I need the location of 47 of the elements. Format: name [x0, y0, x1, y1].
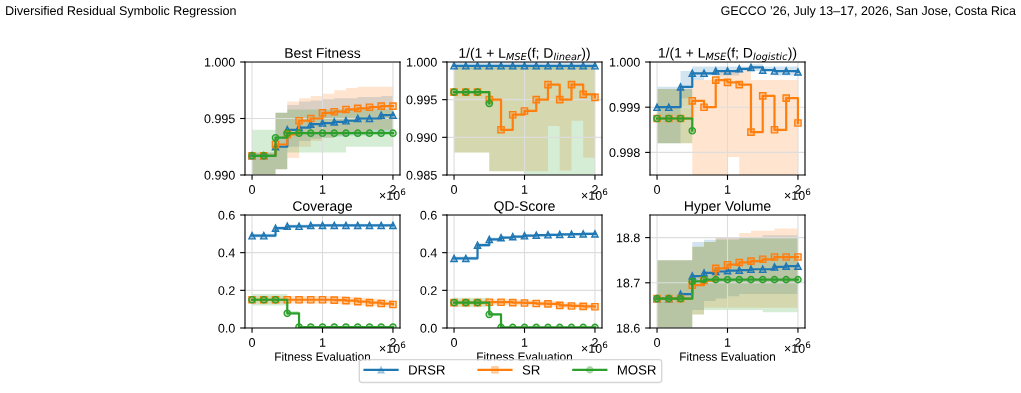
y-tick-label: 0.2 [420, 286, 437, 295]
chart-title: Hyper Volume [685, 200, 771, 214]
x-tick-label: 1 [521, 185, 528, 194]
y-tick-label: 1.000 [204, 57, 235, 67]
x-tick-label: 0 [451, 338, 458, 347]
x-tick-label: 1 [724, 338, 731, 347]
x-tick-label: 1 [319, 185, 326, 194]
y-tick-label: 0.2 [218, 286, 235, 295]
chart-title: 1/(1 + L$_{MSE}$(f; D$_{linear}$)) [459, 47, 590, 61]
y-tick-label: 0.0 [218, 323, 235, 333]
x-axis-title: Fitness Evaluation [275, 352, 370, 361]
y-tick-label: 0.4 [218, 248, 235, 258]
y-tick-label: 0.4 [420, 248, 437, 258]
x-tick-label: 0 [654, 338, 661, 347]
y-tick-label: 1.000 [609, 57, 640, 67]
text: Diversified Residual Symbolic Regression [6, 5, 236, 18]
x-tick-label: 1 [319, 338, 326, 347]
x-tick-label: 1 [521, 338, 528, 347]
x-tick-label: 1 [724, 185, 731, 194]
y-tick-label: 0.6 [218, 210, 235, 220]
y-tick-label: 0.998 [609, 148, 640, 158]
y-tick-label: 18.7 [616, 278, 640, 288]
y-tick-label: 18.8 [616, 233, 640, 243]
y-tick-label: 1.000 [406, 57, 437, 67]
chart-title: Best Fitness [285, 47, 361, 58]
legend-label: MOSR [617, 365, 656, 375]
y-tick-label: 0.990 [406, 133, 437, 142]
text: GECCO ’26, July 13–17, 2026, San Jose, Costa Rica [721, 5, 1016, 18]
y-tick-label: 0.985 [406, 170, 437, 180]
x-tick-label: 0 [249, 338, 256, 347]
chart-title: Coverage [293, 201, 352, 214]
x-axis-title: Fitness Evaluation [680, 352, 775, 361]
x-tick-label: 0 [451, 185, 458, 194]
chart-title: QD-Score [494, 201, 555, 214]
legend-label: DRSR [409, 365, 445, 375]
y-tick-label: 0.6 [420, 210, 437, 220]
x-tick-label: 0 [654, 185, 661, 194]
chart-title: 1/(1 + L$_{MSE}$(f; D$_{logistic}$)) [658, 47, 797, 62]
y-tick-label: 18.6 [616, 323, 640, 333]
x-tick-label: 0 [249, 185, 256, 194]
y-tick-label: 0.990 [204, 170, 235, 180]
x-axis-title: Fitness Evaluation [477, 352, 572, 361]
legend-label: SR [522, 365, 540, 375]
y-tick-label: 0.0 [420, 323, 437, 333]
y-tick-label: 0.999 [609, 103, 640, 112]
y-tick-label: 0.995 [406, 95, 437, 105]
y-tick-label: 0.995 [204, 114, 235, 124]
